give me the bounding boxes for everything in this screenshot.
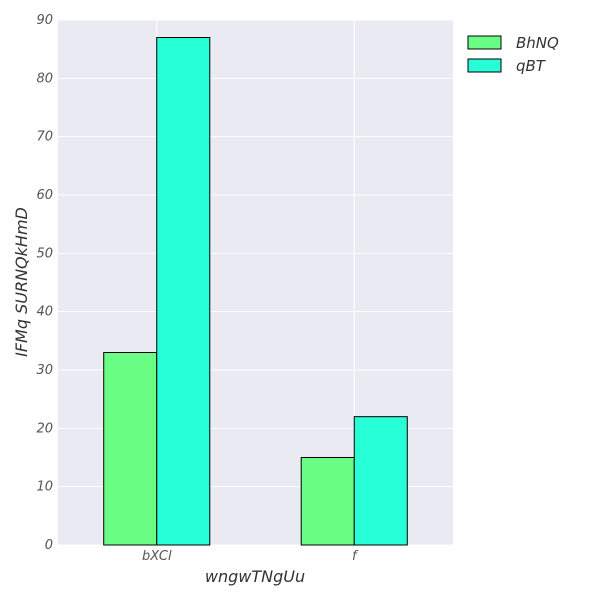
legend-entry: qBT xyxy=(516,57,547,75)
bar-BhNQ-bXCl xyxy=(103,352,158,546)
y-tick-label: 10 xyxy=(36,480,53,495)
y-tick-label: 20 xyxy=(36,421,53,436)
bar-qBT-f xyxy=(353,416,408,546)
y-tick-label: 90 xyxy=(36,13,53,28)
x-tick-label: bXCl xyxy=(142,549,172,564)
x-axis-label: wngwTNgUu xyxy=(205,567,305,586)
x-tick-labels: bXCl f xyxy=(142,549,359,564)
legend-entry: BhNQ xyxy=(516,34,559,52)
y-axis-label: IFMq SURNQkHmD xyxy=(12,207,31,357)
legend: BhNQ qBT xyxy=(467,34,559,75)
bar-BhNQ-f xyxy=(300,457,355,546)
y-tick-label: 70 xyxy=(36,130,53,145)
legend-swatch xyxy=(467,35,502,50)
legend-swatch xyxy=(467,58,502,73)
bar-qBT-bXCl xyxy=(156,37,211,546)
y-tick-label: 60 xyxy=(36,188,53,203)
y-tick-label: 0 xyxy=(45,538,53,553)
y-tick-label: 80 xyxy=(36,71,53,86)
y-tick-label: 50 xyxy=(36,246,53,261)
y-tick-label: 30 xyxy=(36,363,53,378)
y-tick-labels: 0 10 20 30 40 50 60 70 80 90 xyxy=(36,13,53,553)
y-tick-label: 40 xyxy=(36,305,53,320)
bars xyxy=(103,37,408,546)
x-tick-label: f xyxy=(352,549,359,564)
